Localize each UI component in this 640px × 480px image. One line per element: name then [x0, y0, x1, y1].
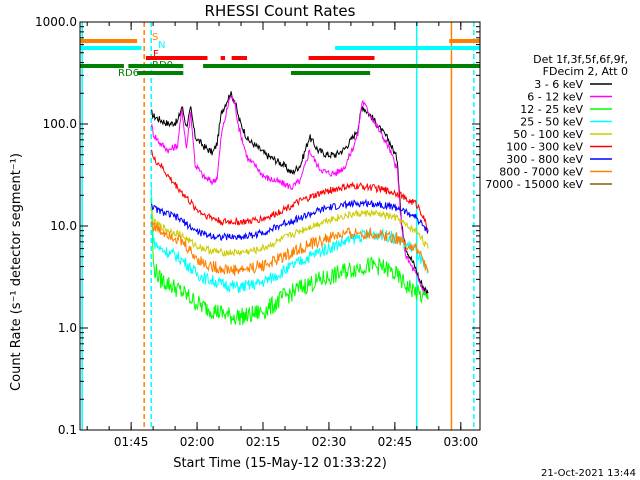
y-tick-label: 1000.0 — [35, 15, 77, 29]
x-tick-label: 01:45 — [114, 435, 149, 449]
flag-label-s: S — [152, 32, 158, 43]
legend-entry: 6 - 12 keV — [527, 91, 583, 104]
x-tick-label: 02:45 — [378, 435, 413, 449]
series-line — [150, 185, 429, 293]
series-lines — [150, 91, 429, 326]
x-tick-label: 02:15 — [246, 435, 281, 449]
series-line — [150, 197, 429, 326]
series-line — [150, 96, 429, 300]
legend-entry: 12 - 25 keV — [520, 103, 583, 116]
legend-entry: 25 - 50 keV — [520, 116, 583, 129]
legend-header: Det 1f,3f,5f,6f,9f, — [533, 53, 628, 66]
legend-entry: 50 - 100 keV — [513, 128, 583, 141]
x-axis: 01:45 02:00 02:15 02:30 02:45 03:00 — [86, 22, 479, 449]
series-line — [150, 205, 429, 257]
legend-entry: 100 - 300 keV — [506, 141, 583, 154]
series-line — [150, 198, 429, 241]
x-tick-label: 03:00 — [444, 435, 479, 449]
x-tick-label: 02:30 — [312, 435, 347, 449]
y-axis-label: Count Rate (s⁻¹ detector segment⁻¹) — [9, 153, 24, 391]
y-tick-label: 10.0 — [50, 219, 77, 233]
flag-label-rd0: RD0 — [152, 60, 173, 71]
legend-header: FDecim 2, Att 0 — [543, 65, 628, 78]
y-tick-label: 100.0 — [43, 117, 77, 131]
y-axis: 0.1 1.0 10.0 100.0 1000.0 — [35, 15, 480, 437]
y-tick-label: 1.0 — [58, 321, 77, 335]
timestamp: 21-Oct-2021 13:44 — [541, 468, 636, 479]
legend-entry: 3 - 6 keV — [534, 78, 583, 91]
flag-label-rd6: RD6 — [118, 68, 139, 79]
chart-title: RHESSI Count Rates — [205, 2, 356, 20]
x-tick-label: 02:00 — [180, 435, 215, 449]
flag-label-n: N — [158, 40, 165, 51]
series-line — [150, 91, 429, 294]
legend-entry: 300 - 800 keV — [506, 153, 583, 166]
y-tick-label: 0.1 — [58, 423, 77, 437]
legend-entry: 800 - 7000 keV — [499, 166, 583, 179]
series-line — [150, 221, 429, 276]
legend-entry: 7000 - 15000 keV — [485, 178, 583, 191]
legend: Det 1f,3f,5f,6f,9f,FDecim 2, Att 03 - 6 … — [485, 53, 628, 191]
series-line — [150, 149, 429, 231]
flag-label-f: F — [153, 49, 159, 60]
x-axis-label: Start Time (15-May-12 01:33:22) — [173, 456, 387, 471]
